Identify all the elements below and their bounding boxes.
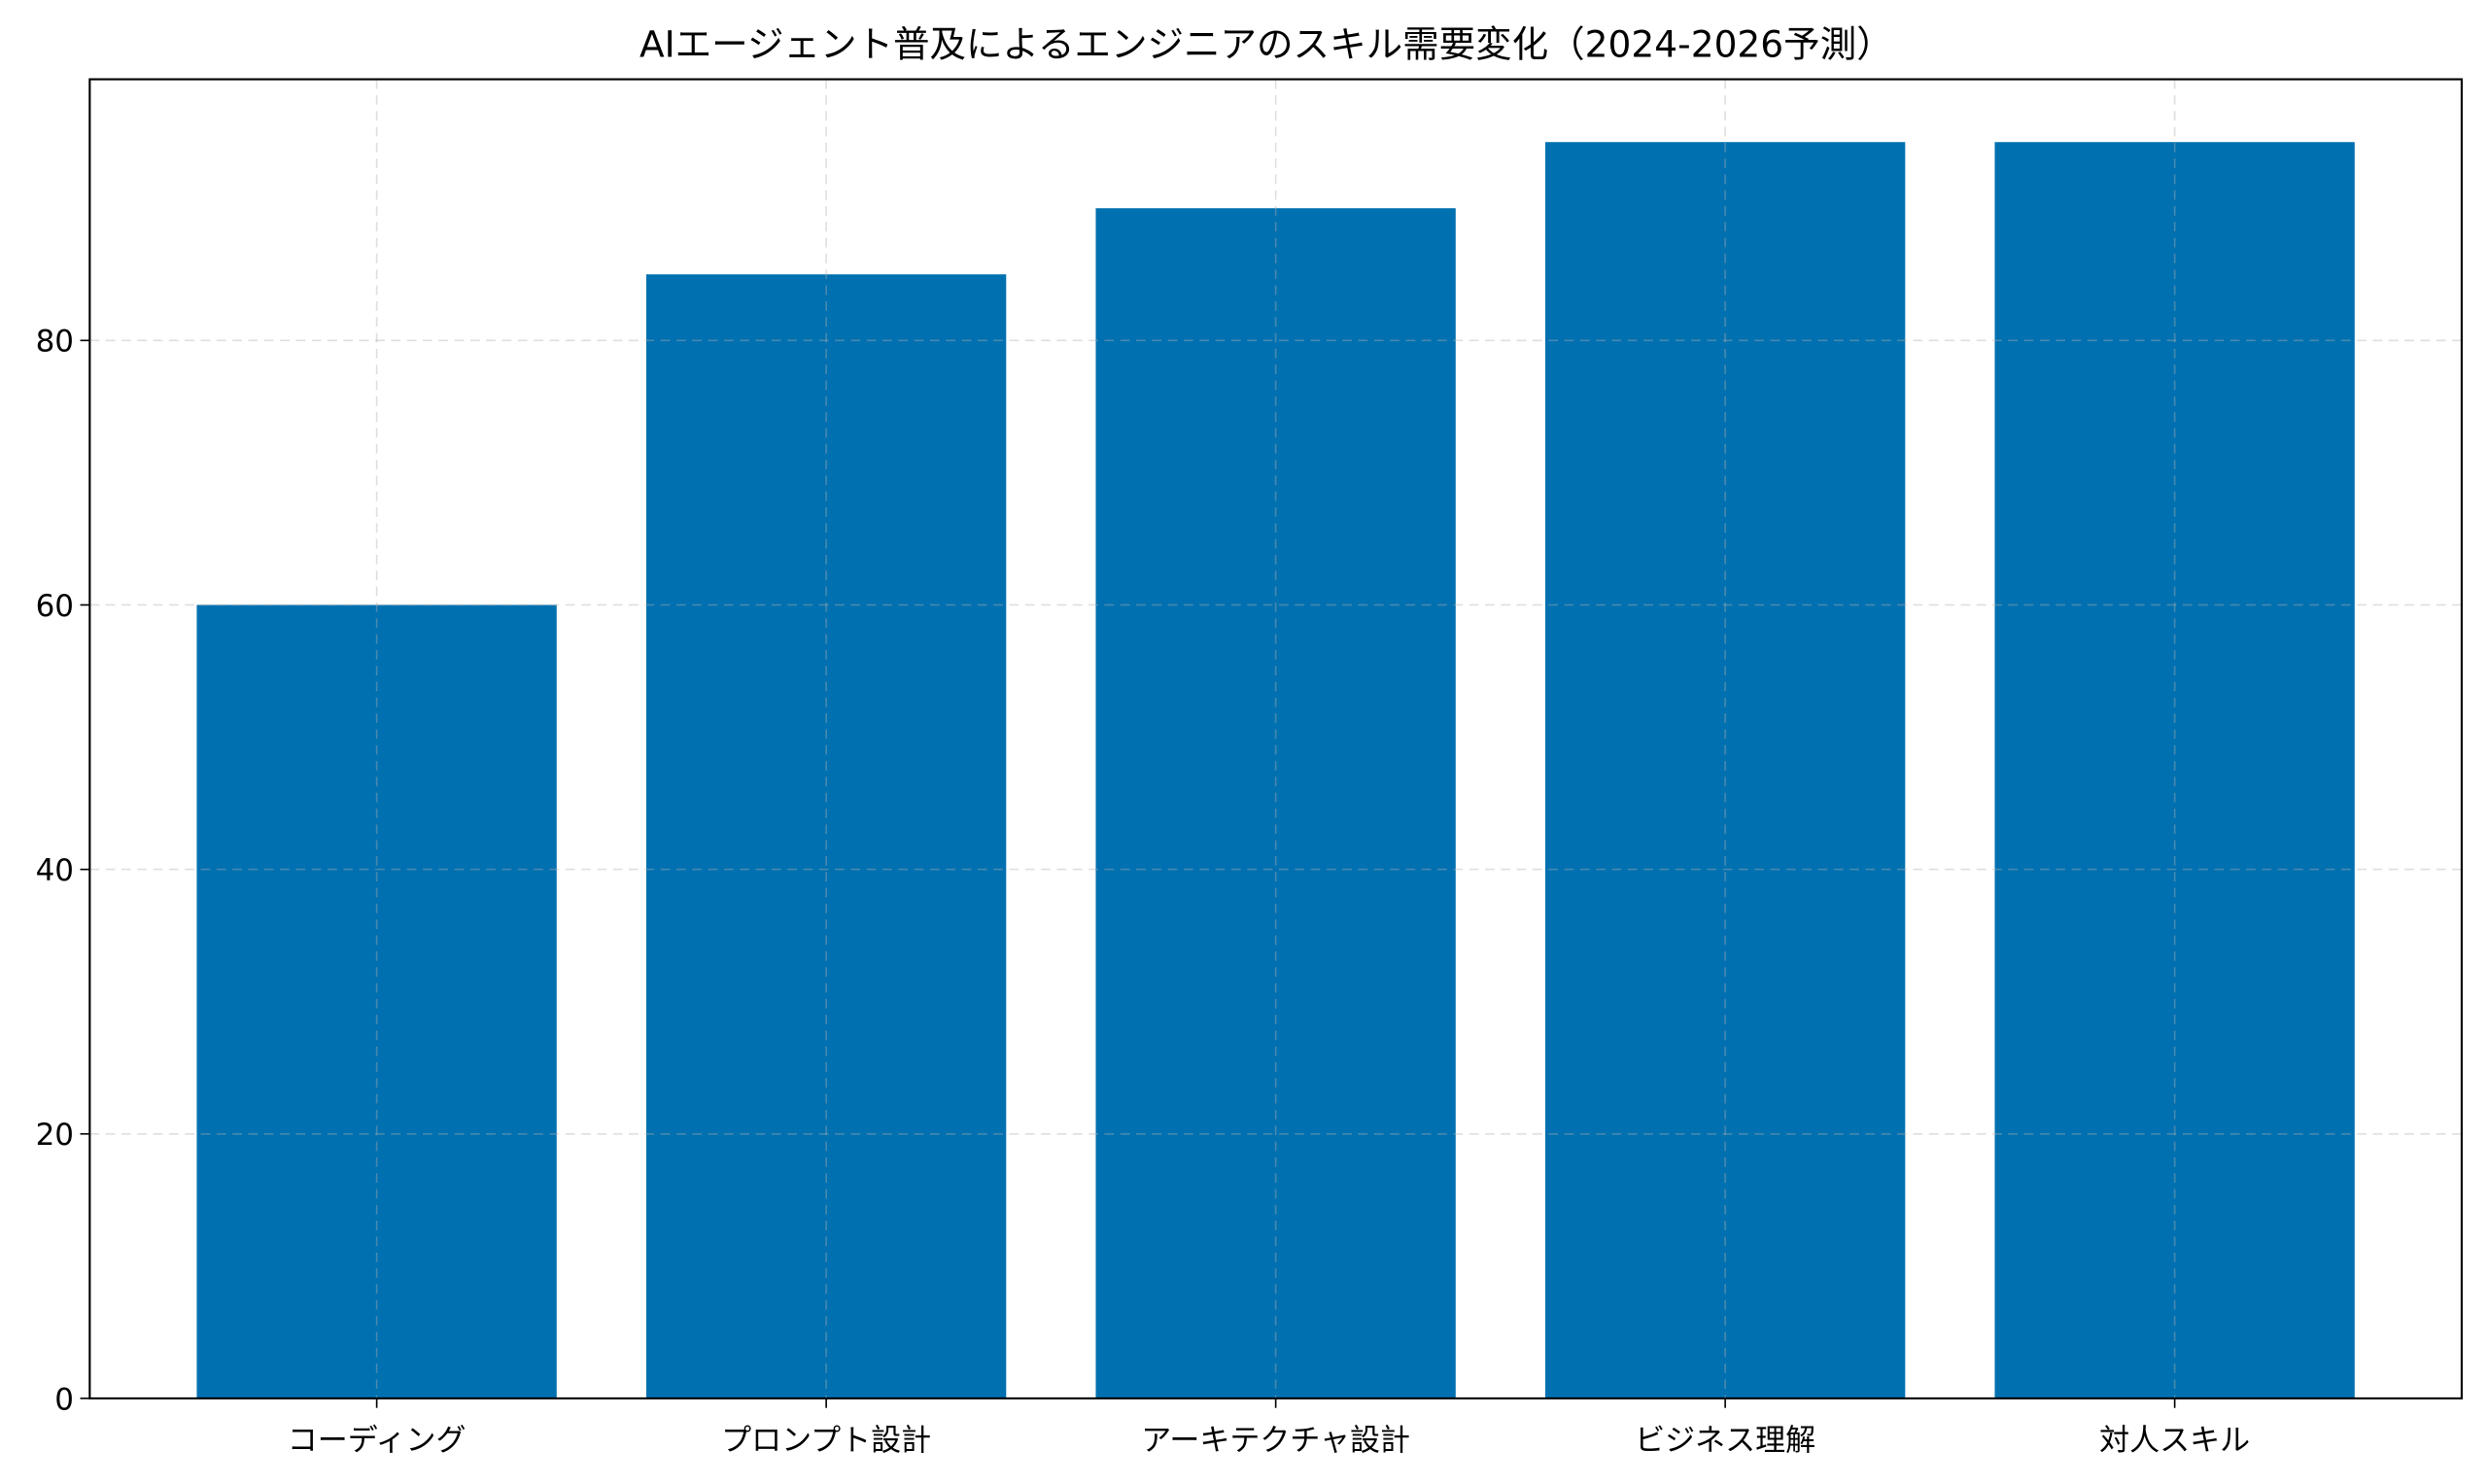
bar-0 xyxy=(196,604,557,1398)
x-tick-label: ビジネス理解 xyxy=(1635,1424,1815,1459)
bar-2 xyxy=(1095,208,1456,1398)
bars xyxy=(196,142,2355,1398)
x-tick-label: コーディング xyxy=(288,1424,466,1459)
y-tick-label: 80 xyxy=(36,325,74,360)
y-axis: 0 20 40 60 80 xyxy=(36,325,90,1417)
x-tick-label: アーキテクチャ設計 xyxy=(1141,1424,1410,1459)
chart-title: AIエージェント普及によるエンジニアのスキル需要変化（2024-2026予測） xyxy=(639,23,1893,66)
y-tick-label: 20 xyxy=(36,1118,74,1153)
plot-frame xyxy=(88,78,2463,1399)
x-axis: コーディング プロンプト設計 アーキテクチャ設計 ビジネス理解 対人スキル xyxy=(288,1398,2250,1459)
y-tick-label: 0 xyxy=(54,1382,74,1417)
y-tick-label: 40 xyxy=(36,853,74,888)
x-tick-label: 対人スキル xyxy=(2099,1424,2250,1459)
bar-1 xyxy=(645,274,1007,1398)
bar-4 xyxy=(1994,142,2355,1398)
bar-3 xyxy=(1544,142,1906,1398)
x-tick-label: プロンプト設計 xyxy=(721,1424,931,1459)
grid xyxy=(89,79,2462,1398)
y-tick-label: 60 xyxy=(36,589,74,624)
